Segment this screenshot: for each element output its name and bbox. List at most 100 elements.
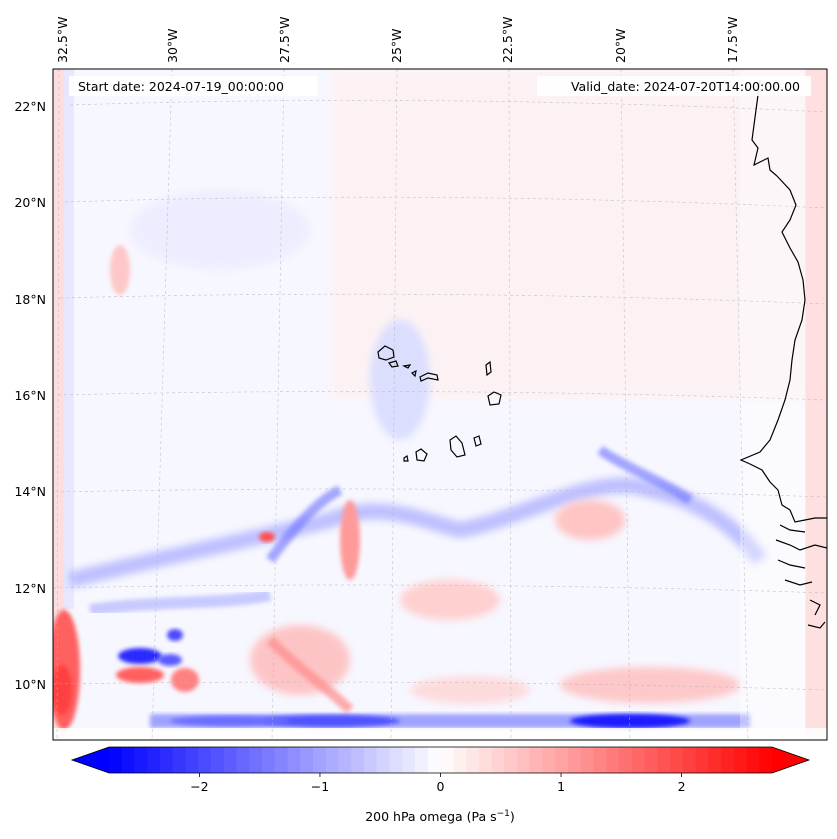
field-patch	[110, 245, 130, 295]
colorbar-segment	[364, 747, 378, 773]
field-patch	[89, 589, 272, 616]
colorbar-segment	[402, 747, 416, 773]
lon-label-27-5w: 27.5°W	[277, 17, 292, 63]
lat-label-14n: 14°N	[14, 484, 46, 499]
colorbar-segment	[427, 747, 442, 773]
colorbar-segment	[211, 747, 225, 773]
colorbar-ticks: −2 −1 0 1 2	[190, 773, 686, 794]
colorbar-segment	[415, 747, 429, 773]
colorbar-segment	[325, 747, 340, 773]
annotation-box	[69, 76, 317, 96]
field-patch	[805, 69, 827, 740]
field-patch	[740, 69, 806, 740]
colorbar-segment	[657, 747, 671, 773]
field-patch	[167, 629, 183, 641]
colorbar-tick-label: −1	[311, 779, 329, 794]
colorbar-segment	[351, 747, 365, 773]
field-patch	[400, 580, 500, 620]
colorbar-label-exponent: −1	[497, 809, 510, 819]
colorbar-tick-label: 1	[557, 779, 565, 794]
field-patch	[158, 654, 182, 666]
field-patch	[170, 716, 290, 726]
coastline	[377, 79, 827, 629]
colorbar-label: 200 hPa omega (Pa s−1)	[365, 809, 515, 824]
lon-label-20w: 20°W	[613, 28, 628, 63]
field-patch	[266, 636, 354, 714]
field-patch	[340, 500, 360, 580]
colorbar-segment	[134, 747, 148, 773]
field-patch	[171, 668, 199, 692]
map-panel: Start date: 2024-07-19_00:00:00 Valid_da…	[52, 68, 828, 741]
colorbar-segment	[568, 747, 582, 773]
field-patch	[118, 648, 162, 664]
colorbar-segment	[262, 747, 276, 773]
omega-field	[53, 69, 827, 740]
lon-label-22-5w: 22.5°W	[500, 17, 515, 63]
colorbar-segment	[376, 747, 391, 773]
colorbar-segment	[504, 747, 518, 773]
lon-label-17-5w: 17.5°W	[725, 17, 740, 63]
colorbar-segment	[172, 747, 187, 773]
map-frame	[52, 68, 828, 741]
colorbar-label-close: )	[510, 809, 515, 824]
colorbar-segment	[619, 747, 633, 773]
colorbar-segment	[670, 747, 684, 773]
field-patch	[250, 625, 350, 695]
lon-label-32-5w: 32.5°W	[55, 17, 70, 63]
colorbar-segment	[695, 747, 709, 773]
colorbar-segment	[708, 747, 722, 773]
colorbar-segment	[644, 747, 658, 773]
colorbar-segment	[721, 747, 735, 773]
colorbar-extend-max	[772, 747, 809, 773]
annotation-box	[537, 76, 811, 96]
colorbar-segment	[440, 747, 454, 773]
latitude-labels: 22°N 20°N 18°N 16°N 14°N 12°N 10°N	[14, 99, 46, 692]
colorbar-segment	[491, 747, 505, 773]
colorbar-segments	[72, 747, 809, 773]
field-patch	[116, 667, 164, 683]
field-patch	[260, 715, 400, 727]
colorbar-segment	[300, 747, 314, 773]
valid-date-label: Valid_date: 2024-07-20T14:00:00.00	[571, 79, 800, 94]
field-patch	[53, 69, 65, 740]
colorbar-segment	[287, 747, 301, 773]
colorbar-segment	[185, 747, 199, 773]
colorbar-segment	[746, 747, 760, 773]
colorbar-segment	[542, 747, 556, 773]
colorbar-segment	[223, 747, 238, 773]
lon-label-30w: 30°W	[165, 28, 180, 63]
lat-label-22n: 22°N	[14, 99, 46, 114]
start-date-annotation: Start date: 2024-07-19_00:00:00	[69, 76, 317, 96]
start-date-label: Start date: 2024-07-19_00:00:00	[78, 79, 284, 94]
colorbar-segment	[453, 747, 467, 773]
longitude-labels: 32.5°W 30°W 27.5°W 25°W 22.5°W 20°W 17.5…	[55, 17, 740, 63]
colorbar-segment	[109, 747, 123, 773]
field-patch	[410, 676, 530, 704]
field-patch	[64, 69, 74, 609]
colorbar-segment	[478, 747, 493, 773]
colorbar: −2 −1 0 1 2 200 hPa omega (Pa s−1)	[70, 746, 811, 824]
colorbar-segment	[733, 747, 748, 773]
lat-label-12n: 12°N	[14, 581, 46, 596]
colorbar-segment	[198, 747, 212, 773]
colorbar-segment	[529, 747, 544, 773]
colorbar-segment	[236, 747, 250, 773]
colorbar-tick-label: 2	[678, 779, 686, 794]
lon-label-25w: 25°W	[389, 28, 404, 63]
lat-label-20n: 20°N	[14, 195, 46, 210]
colorbar-extend-min	[72, 747, 109, 773]
lat-label-16n: 16°N	[14, 388, 46, 403]
colorbar-tick-label: −2	[190, 779, 208, 794]
lat-label-10n: 10°N	[14, 677, 46, 692]
field-patch	[53, 665, 72, 715]
colorbar-segment	[631, 747, 646, 773]
colorbar-segment	[555, 747, 569, 773]
colorbar-segment	[147, 747, 161, 773]
colorbar-outline	[70, 746, 811, 774]
field-patch	[266, 485, 343, 564]
lat-label-18n: 18°N	[14, 292, 46, 307]
colorbar-segment	[682, 747, 697, 773]
colorbar-segment	[606, 747, 620, 773]
field-patch	[570, 714, 690, 728]
